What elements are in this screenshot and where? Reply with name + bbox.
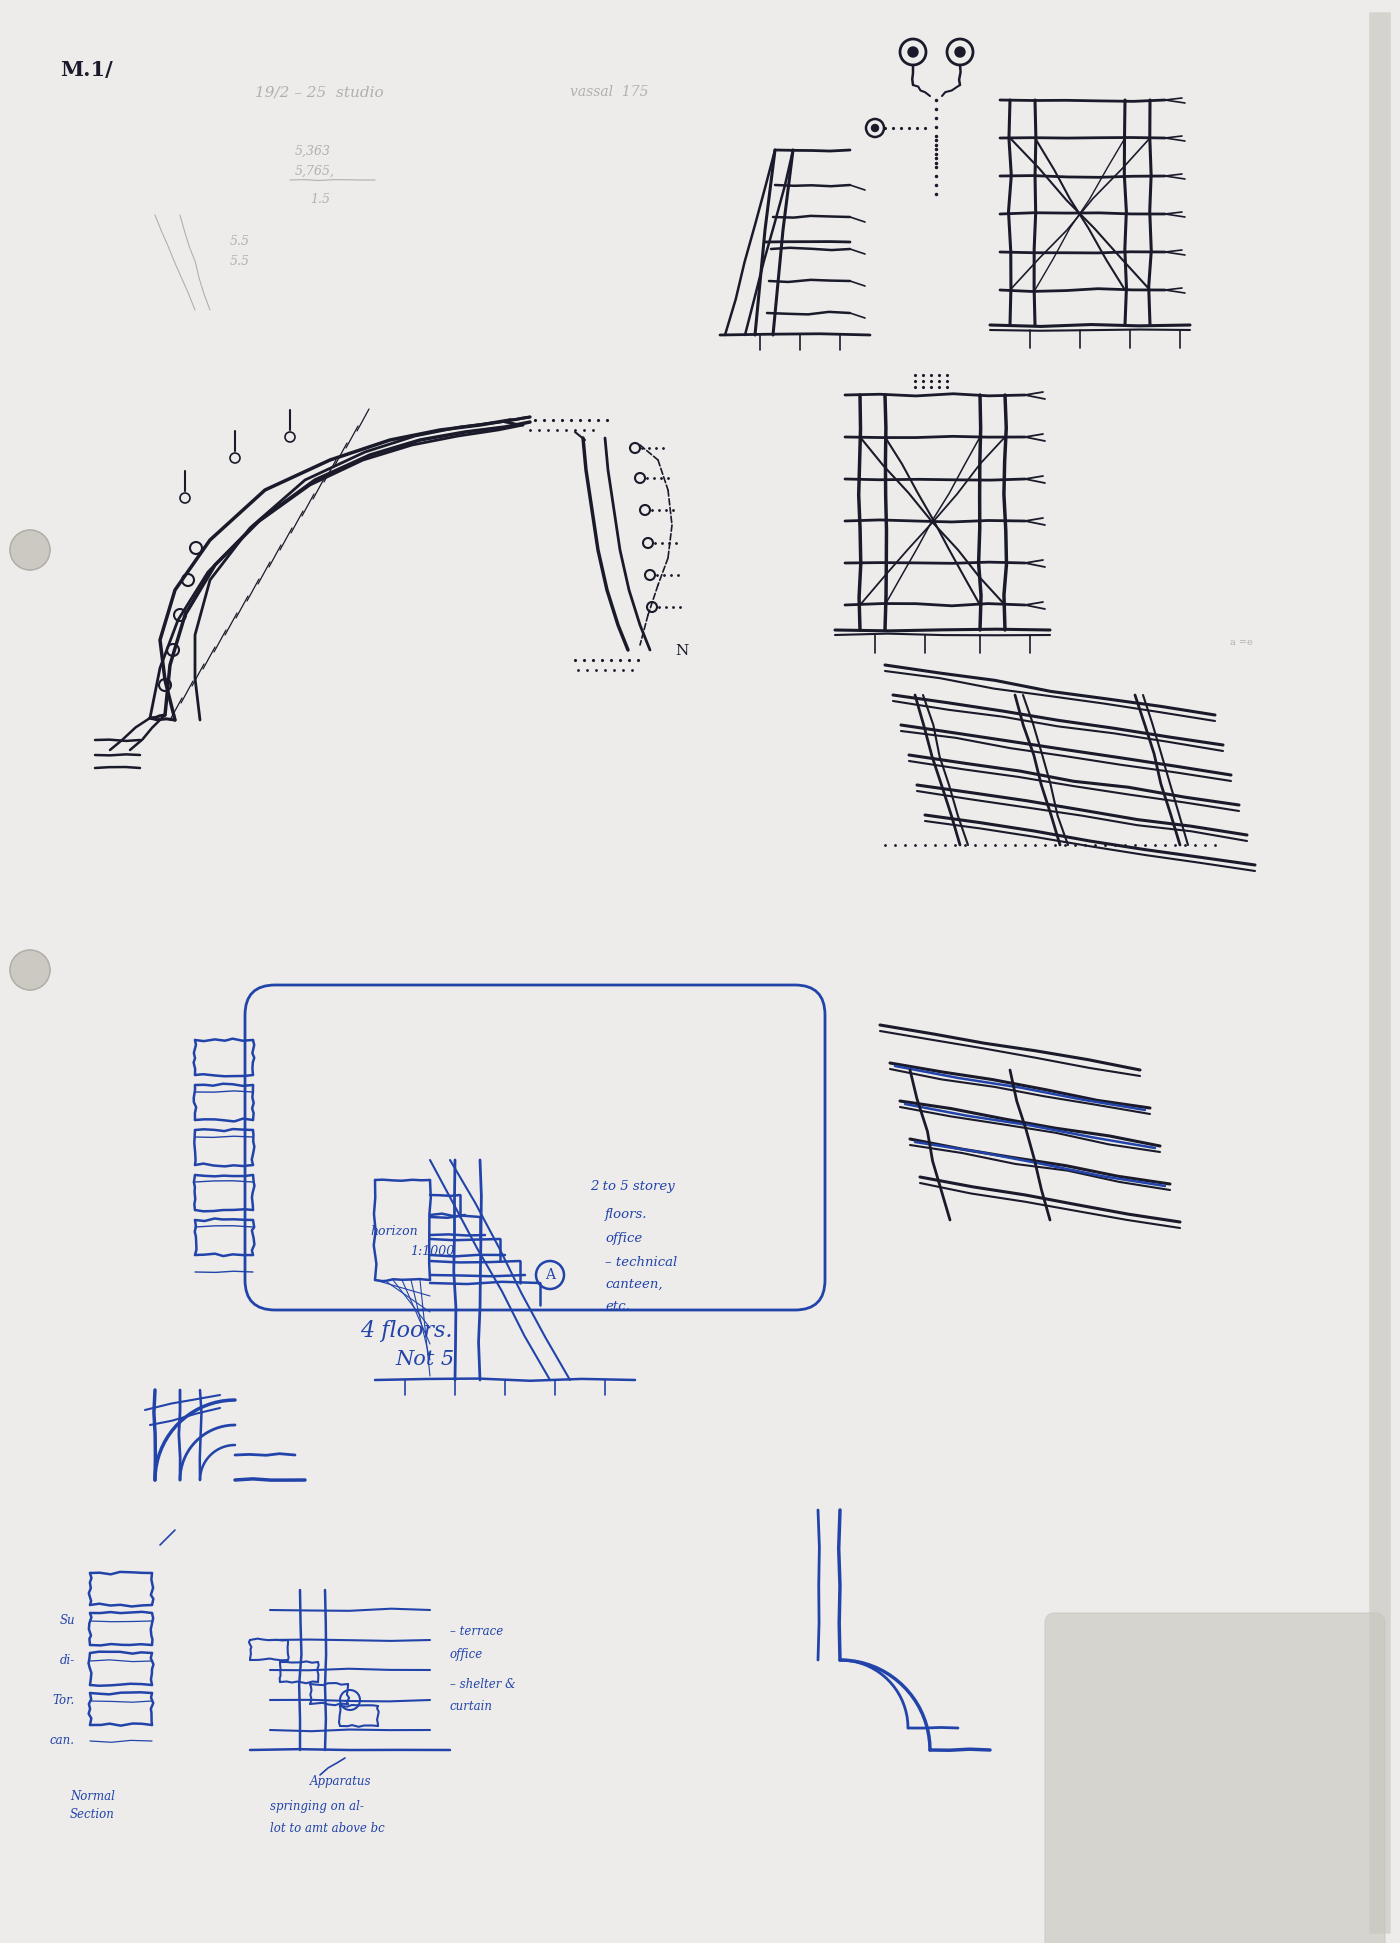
Text: springing on al-: springing on al- <box>270 1799 364 1813</box>
Text: Section: Section <box>70 1809 115 1821</box>
Text: office: office <box>605 1232 643 1245</box>
Text: horizon: horizon <box>370 1224 417 1238</box>
Text: Not 5: Not 5 <box>395 1350 454 1370</box>
Text: Tor.: Tor. <box>53 1694 76 1708</box>
Text: floors.: floors. <box>605 1209 647 1220</box>
Text: – shelter &: – shelter & <box>449 1679 515 1690</box>
Text: 1:1000: 1:1000 <box>410 1245 454 1257</box>
Text: M.1/: M.1/ <box>60 60 113 80</box>
Text: curtain: curtain <box>449 1700 493 1714</box>
FancyBboxPatch shape <box>1044 1613 1385 1943</box>
Text: di-: di- <box>60 1655 76 1667</box>
Text: 5,363: 5,363 <box>295 146 330 157</box>
Text: 1.5: 1.5 <box>309 192 330 206</box>
Text: can.: can. <box>50 1735 76 1747</box>
Text: etc.: etc. <box>605 1300 630 1313</box>
Text: – terrace: – terrace <box>449 1624 503 1638</box>
Text: Apparatus: Apparatus <box>309 1776 371 1788</box>
Text: 2 to 5 storey: 2 to 5 storey <box>589 1179 675 1193</box>
Text: office: office <box>449 1648 483 1661</box>
Text: vassal  175: vassal 175 <box>570 85 648 99</box>
FancyBboxPatch shape <box>1371 14 1390 1933</box>
Text: 5.5: 5.5 <box>230 255 251 268</box>
Circle shape <box>871 124 879 132</box>
Text: Normal: Normal <box>70 1790 115 1803</box>
Text: N: N <box>675 643 689 659</box>
Text: 5,765,: 5,765, <box>295 165 335 179</box>
Text: 5.5: 5.5 <box>230 235 251 249</box>
Text: – technical: – technical <box>605 1255 678 1269</box>
Circle shape <box>10 530 50 569</box>
Text: a =e: a =e <box>1231 637 1253 647</box>
Text: lot to amt above bc: lot to amt above bc <box>270 1823 385 1834</box>
Circle shape <box>955 47 965 56</box>
Circle shape <box>909 47 918 56</box>
Text: 4 floors.: 4 floors. <box>360 1319 452 1343</box>
Text: Su: Su <box>59 1615 76 1628</box>
Text: 19/2 – 25  studio: 19/2 – 25 studio <box>255 85 384 99</box>
Circle shape <box>10 950 50 991</box>
Text: A: A <box>545 1269 554 1282</box>
Text: canteen,: canteen, <box>605 1278 662 1290</box>
